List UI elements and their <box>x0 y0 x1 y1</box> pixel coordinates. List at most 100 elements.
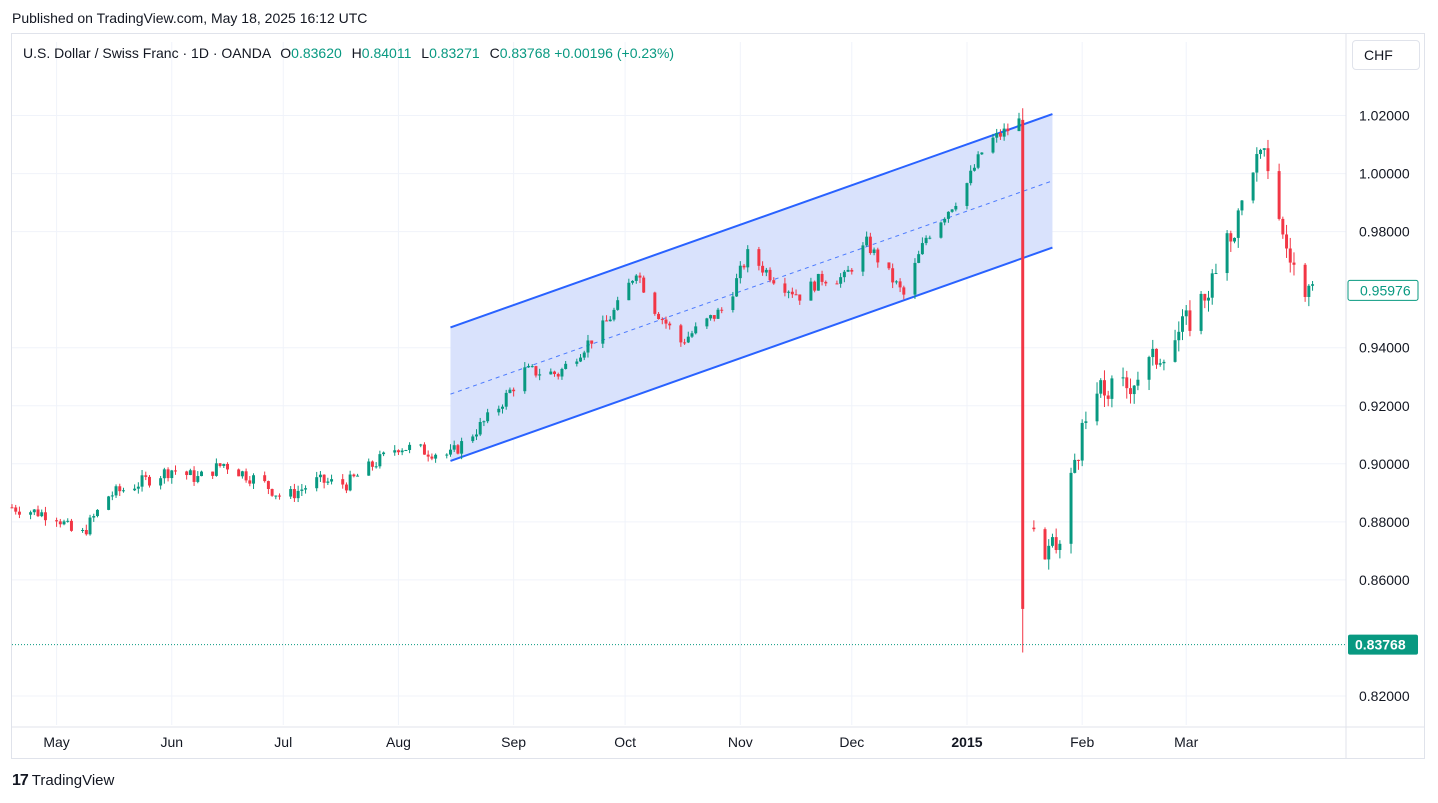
candle-up <box>296 490 300 499</box>
candle-down <box>211 471 215 476</box>
candle-up <box>991 137 995 153</box>
candle-down <box>270 488 274 496</box>
candle-up <box>917 254 921 263</box>
candle-up <box>861 245 865 272</box>
candle-up <box>1132 385 1136 395</box>
candle-down <box>370 461 374 467</box>
y-tick-label: 1.02000 <box>1359 108 1410 124</box>
candle-up <box>315 477 319 489</box>
candle-up <box>612 309 616 320</box>
candle-down <box>55 520 59 522</box>
candle-down <box>174 470 177 472</box>
candle-up <box>1259 149 1263 155</box>
candle-down <box>1266 148 1270 172</box>
candle-down <box>1188 310 1192 331</box>
candle-up <box>400 450 404 453</box>
logo-text: TradingView <box>31 772 115 789</box>
candle-up <box>787 291 791 293</box>
candle-up <box>1017 118 1021 132</box>
candle-down <box>742 265 746 268</box>
candle-down <box>10 507 14 509</box>
candle-up <box>627 282 631 301</box>
candle-up <box>107 496 111 510</box>
symbol-legend: U.S. Dollar / Swiss Franc · 1D · OANDA O… <box>23 45 674 61</box>
candle-up <box>408 444 412 451</box>
candle-up <box>946 211 950 219</box>
candle-down <box>605 320 609 322</box>
candle-down <box>248 480 252 484</box>
x-tick-label: Mar <box>1174 734 1198 750</box>
x-tick-label: Aug <box>386 734 411 750</box>
published-caption: Published on TradingView.com, May 18, 20… <box>12 10 368 26</box>
candle-down <box>263 475 267 482</box>
candle-down <box>534 366 538 376</box>
candle-up <box>404 450 408 452</box>
candle-up <box>538 374 542 376</box>
candle-up <box>460 441 464 454</box>
symbol-name: U.S. Dollar / Swiss Franc · 1D · OANDA <box>23 45 271 61</box>
candle-up <box>1233 237 1237 242</box>
candle-up <box>136 486 140 489</box>
open-value: 0.83620 <box>291 45 342 61</box>
channel-lower-line <box>450 246 1053 462</box>
candle-down <box>341 479 345 485</box>
candle-up <box>1162 361 1166 364</box>
candle-down <box>322 474 326 483</box>
candle-up <box>382 452 386 455</box>
y-tick-label: 0.90000 <box>1359 456 1410 472</box>
candle-down <box>891 268 895 283</box>
candle-down <box>553 371 557 375</box>
candle-down <box>144 475 148 477</box>
candle-up <box>95 509 99 517</box>
candle-up <box>872 249 876 254</box>
candle-down <box>1285 234 1289 249</box>
candlestick-series <box>10 108 1315 653</box>
candle-up <box>1050 537 1054 546</box>
x-tick-label: 2015 <box>951 734 982 750</box>
candle-down <box>512 389 516 392</box>
x-tick-label: Feb <box>1070 734 1094 750</box>
candle-down <box>1054 537 1058 551</box>
candle-up <box>764 269 768 273</box>
currency-button[interactable]: CHF <box>1352 40 1420 70</box>
candle-up <box>920 243 924 255</box>
candle-up <box>62 521 66 525</box>
candle-up <box>300 489 304 491</box>
x-tick-label: Dec <box>839 734 864 750</box>
tradingview-logo: 17 TradingView <box>12 772 114 790</box>
candle-up <box>634 275 638 281</box>
candle-up <box>508 389 512 393</box>
candle-up <box>928 237 932 239</box>
candle-down <box>1102 380 1106 396</box>
candle-up <box>969 170 973 184</box>
candle-up <box>1214 273 1218 275</box>
candle-down <box>835 283 839 285</box>
marker-price-label: 0.95976 <box>1360 282 1411 298</box>
candle-down <box>998 133 1002 137</box>
candle-up <box>471 436 475 442</box>
candle-up <box>419 444 423 446</box>
channel-fill <box>450 114 1053 461</box>
candle-down <box>660 319 664 321</box>
candle-up <box>81 529 85 531</box>
candle-up <box>1073 459 1077 473</box>
candle-up <box>694 326 698 334</box>
candle-up <box>222 463 226 466</box>
candle-down <box>790 291 794 295</box>
candle-up <box>686 336 690 343</box>
y-tick-label: 0.98000 <box>1359 224 1410 240</box>
candle-up <box>88 517 92 535</box>
candle-down <box>148 476 151 486</box>
candle-up <box>170 470 174 479</box>
candle-up <box>1084 421 1088 423</box>
change-value: +0.00196 (+0.23%) <box>554 45 675 61</box>
candle-up <box>482 421 486 423</box>
last-price-label: 0.83768 <box>1355 637 1406 653</box>
channel-upper-line <box>450 113 1053 329</box>
candle-up <box>289 489 293 497</box>
candle-up <box>586 340 590 353</box>
candle-down <box>218 463 222 466</box>
x-tick-label: May <box>43 734 69 750</box>
candle-down <box>456 445 460 454</box>
